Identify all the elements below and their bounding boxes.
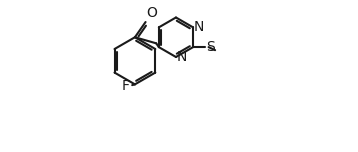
Text: O: O bbox=[146, 6, 157, 20]
Text: N: N bbox=[177, 50, 187, 64]
Text: F: F bbox=[122, 79, 130, 93]
Text: S: S bbox=[207, 40, 215, 54]
Text: N: N bbox=[194, 20, 204, 34]
